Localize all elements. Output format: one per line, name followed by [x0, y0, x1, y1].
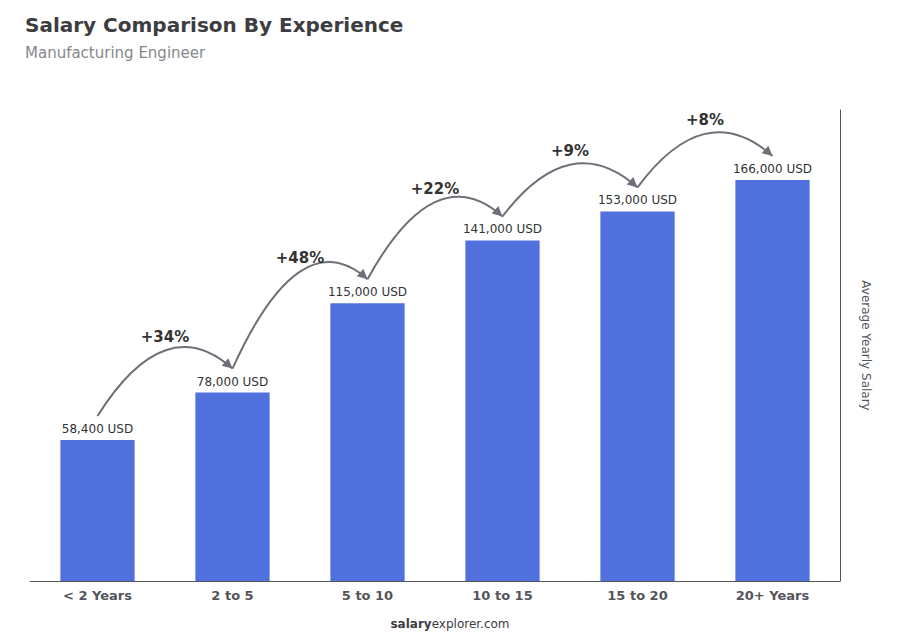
svg-text:2 to 5: 2 to 5: [211, 588, 253, 603]
svg-text:explorer.com: explorer.com: [432, 617, 510, 631]
svg-text:Average Yearly Salary: Average Yearly Salary: [859, 280, 873, 410]
svg-text:+48%: +48%: [276, 249, 324, 267]
svg-text:Salary Comparison By Experienc: Salary Comparison By Experience: [25, 13, 403, 37]
svg-text:+8%: +8%: [686, 111, 724, 129]
svg-text:20+ Years: 20+ Years: [736, 588, 810, 603]
svg-text:+22%: +22%: [411, 180, 459, 198]
svg-text:salary: salary: [390, 617, 431, 631]
svg-text:5 to 10: 5 to 10: [342, 588, 393, 603]
svg-text:153,000 USD: 153,000 USD: [598, 193, 677, 207]
svg-text:58,400 USD: 58,400 USD: [62, 422, 133, 436]
svg-text:115,000 USD: 115,000 USD: [328, 285, 407, 299]
svg-text:15 to 20: 15 to 20: [607, 588, 667, 603]
svg-text:78,000 USD: 78,000 USD: [197, 375, 268, 389]
svg-text:< 2 Years: < 2 Years: [63, 588, 132, 603]
svg-text:10 to 15: 10 to 15: [472, 588, 532, 603]
svg-text:141,000 USD: 141,000 USD: [463, 222, 542, 236]
svg-text:+34%: +34%: [141, 328, 189, 346]
svg-text:Manufacturing Engineer: Manufacturing Engineer: [25, 44, 206, 62]
svg-text:166,000 USD: 166,000 USD: [733, 162, 812, 176]
svg-text:+9%: +9%: [551, 142, 589, 160]
